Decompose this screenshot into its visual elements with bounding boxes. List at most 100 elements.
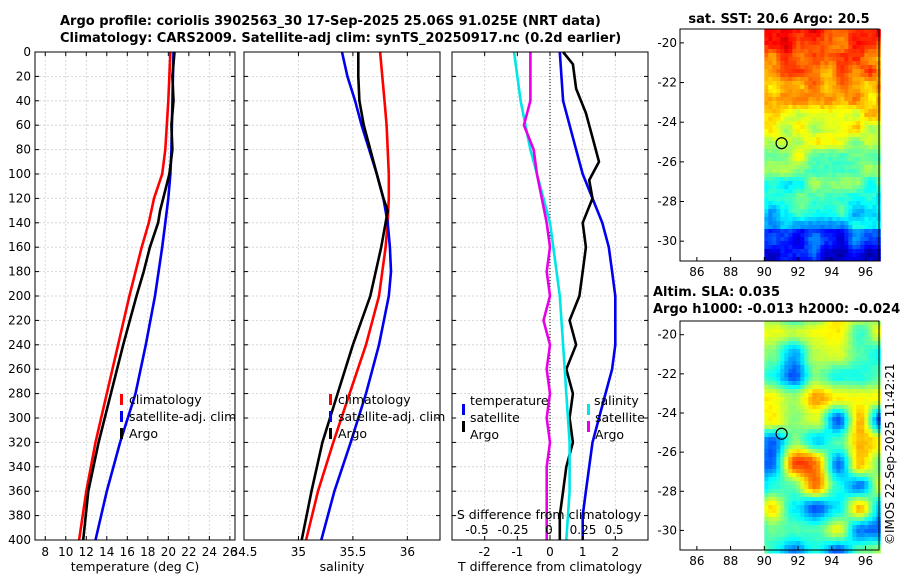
x-tick-label: 1 (579, 545, 587, 559)
y-tick-label: 300 (8, 411, 31, 425)
series-line-satellite-adj-clim (320, 51, 393, 541)
y-tick-label: 220 (8, 313, 31, 327)
legend-entry: climatology (338, 392, 411, 407)
series-line-t-satellite (558, 51, 617, 540)
map-y-tick-label: -20 (657, 36, 677, 50)
legend-entry: Argo (129, 426, 158, 441)
x-tick-label: 24 (202, 545, 217, 559)
x-tick-label: 36 (400, 545, 415, 559)
legend-entry: satellite (595, 410, 645, 425)
map-x-tick-label: 86 (689, 265, 704, 279)
map-x-tick-label: 90 (757, 554, 772, 568)
y-tick-label: 280 (8, 387, 31, 401)
x-tick-label: 2 (612, 545, 620, 559)
y-tick-label: 120 (8, 191, 31, 205)
y-tick-label: 340 (8, 460, 31, 474)
legend-entry: Argo (470, 427, 499, 442)
legend-swatch (462, 421, 465, 432)
series-line-argo (81, 51, 176, 541)
legend-entry: Argo (595, 427, 624, 442)
map-x-tick-label: 94 (824, 265, 839, 279)
y-tick-label: 360 (8, 484, 31, 498)
series-line-s-satellite (512, 51, 571, 541)
map-x-tick-label: 88 (723, 554, 738, 568)
map-y-tick-label: -26 (657, 445, 677, 459)
y-tick-label: 200 (8, 289, 31, 303)
map-y-tick-label: -28 (657, 195, 677, 209)
y-tick-label: 20 (16, 69, 31, 83)
y-tick-label: 180 (8, 265, 31, 279)
y-tick-label: 400 (8, 533, 31, 547)
figure-title-line-2: Climatology: CARS2009. Satellite-adj cli… (60, 31, 622, 46)
legend-swatch (329, 428, 332, 439)
map-x-tick-label: 96 (858, 265, 873, 279)
x-tick-label: 14 (99, 545, 114, 559)
x-tick-label: 12 (79, 545, 94, 559)
map-y-tick-label: -20 (657, 328, 677, 342)
figure-title-line-1: Argo profile: coriolis 3902563_30 17-Sep… (60, 14, 601, 29)
legend-swatch (329, 394, 332, 405)
legend-entry: climatology (129, 392, 202, 407)
y-tick-label: 260 (8, 362, 31, 376)
y-tick-label: 100 (8, 167, 31, 181)
legend-entry: Argo (338, 426, 367, 441)
map-x-tick-label: 92 (790, 265, 805, 279)
legend-swatch (462, 404, 465, 415)
x-tick-label: -2 (479, 545, 491, 559)
legend-swatch (587, 421, 590, 432)
legend-entry: satellite-adj. clim (338, 409, 445, 424)
x-tick-label: 34.5 (231, 545, 258, 559)
legend-title-salinity: salinity (594, 393, 639, 408)
x-tick-label: 8 (41, 545, 49, 559)
x-tick-label: 0 (546, 545, 554, 559)
map-y-tick-label: -30 (657, 234, 677, 248)
sst-map-frame (679, 28, 880, 262)
sla-map-frame (679, 320, 880, 551)
x-tick-label: -1 (511, 545, 523, 559)
x-tick-label: 35.5 (340, 545, 367, 559)
x-tick-label: 10 (58, 545, 73, 559)
sla-map-subtitle: Argo h1000: -0.013 h2000: -0.024 (653, 302, 900, 317)
map-y-tick-label: -30 (657, 523, 677, 537)
y-tick-label: 60 (16, 118, 31, 132)
series-line-s-argo (522, 52, 552, 540)
x-tick-label: 26 (222, 545, 237, 559)
x-tick-label: 18 (140, 545, 155, 559)
map-x-tick-label: 86 (689, 554, 704, 568)
y-tick-label: 140 (8, 216, 31, 230)
secondary-x-tick-label: -0.25 (497, 523, 528, 537)
legend-entry: satellite (470, 410, 520, 425)
map-x-tick-label: 92 (790, 554, 805, 568)
legend-swatch (120, 411, 123, 422)
secondary-x-tick-label: 0.25 (570, 523, 597, 537)
map-x-tick-label: 94 (824, 554, 839, 568)
y-tick-label: 0 (23, 45, 31, 59)
map-y-tick-label: -24 (657, 115, 677, 129)
series-line-climatology (77, 51, 172, 541)
sst-map-grid (764, 29, 881, 262)
legend-swatch (120, 428, 123, 439)
sla-map-title: Altim. SLA: 0.035 (653, 285, 780, 300)
legend-swatch (329, 411, 332, 422)
x-axis-label: salinity (320, 559, 365, 574)
legend-swatch (120, 394, 123, 405)
map-x-tick-label: 96 (858, 554, 873, 568)
map-x-tick-label: 90 (757, 265, 772, 279)
x-axis-label: T difference from climatology (457, 559, 643, 574)
sla-map-grid (764, 321, 881, 554)
y-tick-label: 160 (8, 240, 31, 254)
map-y-tick-label: -28 (657, 484, 677, 498)
map-y-tick-label: -24 (657, 406, 677, 420)
x-tick-label: 22 (181, 545, 196, 559)
legend-entry: satellite-adj. clim (129, 409, 236, 424)
secondary-x-tick-label: 0 (545, 523, 553, 537)
map-x-tick-label: 88 (723, 265, 738, 279)
x-tick-label: 16 (120, 545, 135, 559)
map-y-tick-label: -26 (657, 155, 677, 169)
secondary-x-tick-label: -0.5 (465, 523, 488, 537)
y-tick-label: 320 (8, 435, 31, 449)
y-tick-label: 240 (8, 338, 31, 352)
argo-float-marker (775, 137, 788, 150)
y-tick-label: 40 (16, 94, 31, 108)
secondary-x-tick-label: 0.5 (604, 523, 623, 537)
